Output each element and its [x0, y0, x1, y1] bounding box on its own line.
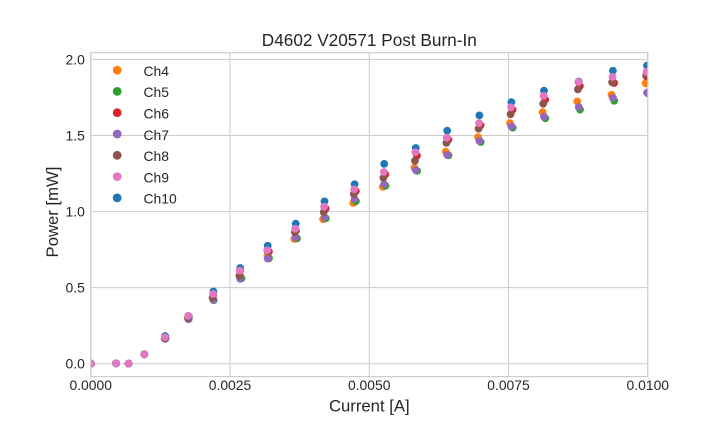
svg-text:Ch8: Ch8 [144, 148, 170, 164]
svg-text:0.0025: 0.0025 [209, 377, 252, 393]
svg-text:1.5: 1.5 [65, 128, 85, 144]
svg-text:0.0100: 0.0100 [627, 377, 670, 393]
svg-text:0.0: 0.0 [65, 356, 85, 372]
svg-text:Ch5: Ch5 [144, 84, 170, 100]
svg-text:Ch4: Ch4 [144, 63, 170, 79]
svg-text:0.0000: 0.0000 [69, 377, 112, 393]
svg-text:D4602 V20571 Post Burn-In: D4602 V20571 Post Burn-In [262, 30, 477, 50]
svg-text:Ch10: Ch10 [144, 191, 177, 207]
svg-text:Ch7: Ch7 [144, 127, 170, 143]
svg-text:0.5: 0.5 [65, 280, 85, 296]
svg-text:Current [A]: Current [A] [329, 397, 410, 416]
svg-text:Power [mW]: Power [mW] [43, 167, 62, 258]
svg-text:Ch6: Ch6 [144, 106, 170, 122]
svg-text:0.0050: 0.0050 [348, 377, 391, 393]
svg-text:2.0: 2.0 [65, 51, 85, 67]
svg-text:Ch9: Ch9 [144, 169, 170, 185]
svg-text:0.0075: 0.0075 [487, 377, 530, 393]
svg-text:1.0: 1.0 [65, 204, 85, 220]
